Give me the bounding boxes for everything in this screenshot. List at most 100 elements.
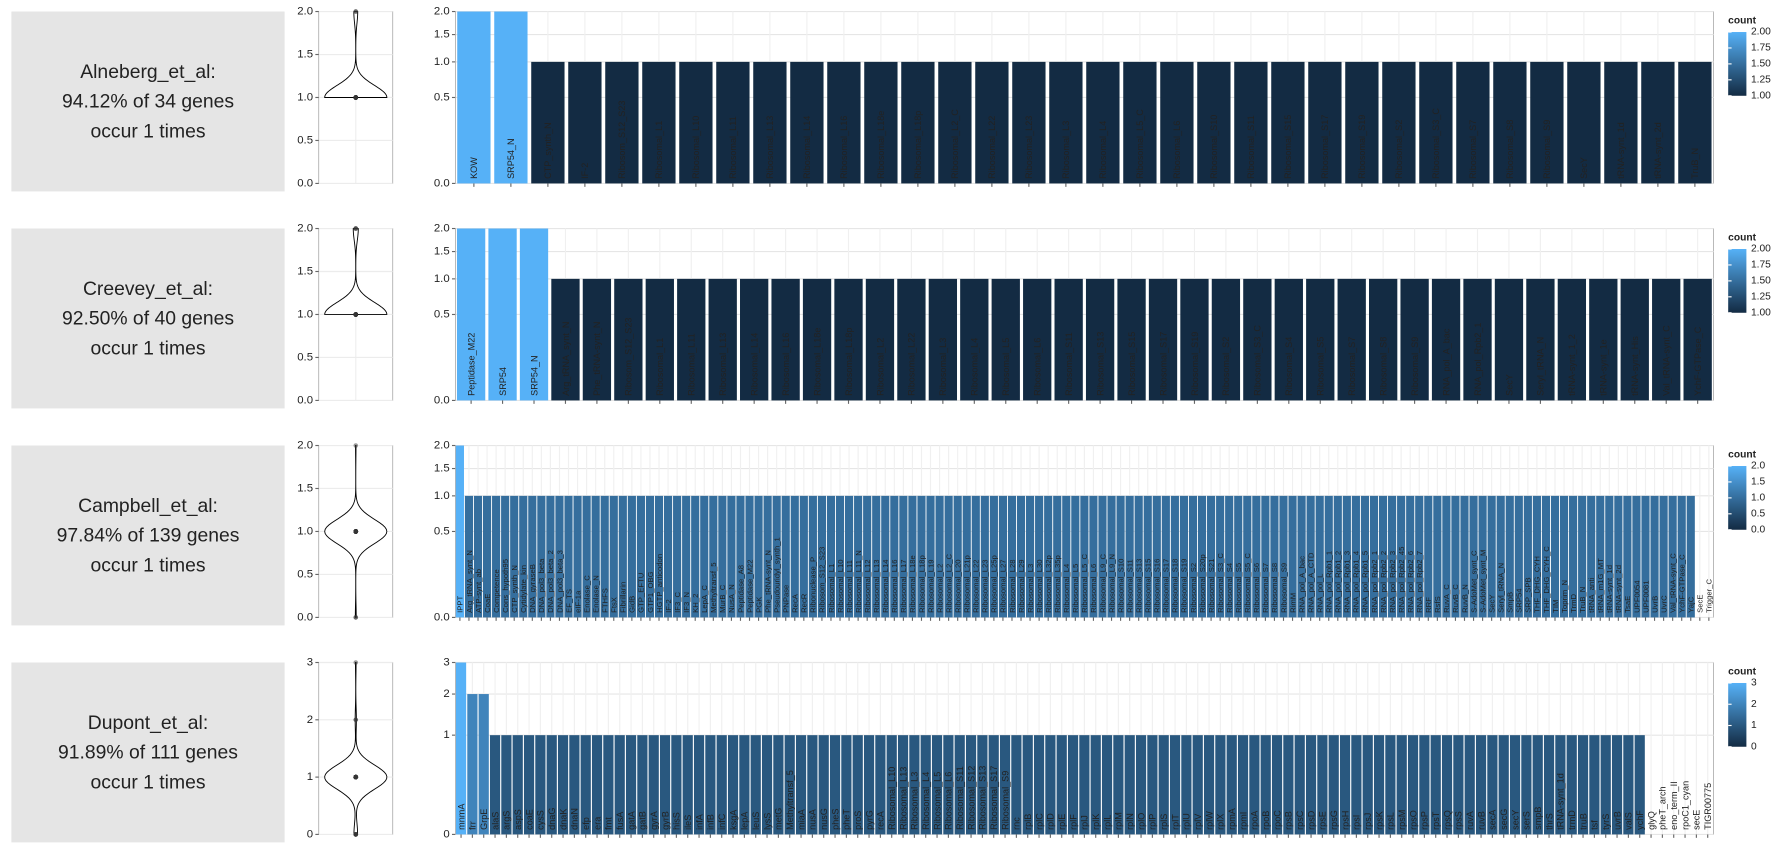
bar-label: Ribosomal_L23 <box>1024 116 1034 179</box>
bar-label: rpoA <box>1250 810 1260 830</box>
bar-label: tRNA-synt_His <box>1630 336 1640 396</box>
bar <box>1192 735 1203 835</box>
y-tick-label: 0.0 <box>434 177 450 189</box>
bar-label: SecY <box>1504 374 1514 396</box>
y-tick-label: 1 <box>307 771 313 783</box>
bar <box>773 735 784 835</box>
bar-label: Ribosomal_L13 <box>718 333 728 396</box>
bar-label: IF3_N <box>682 592 691 613</box>
bar <box>603 735 614 835</box>
bar <box>1351 735 1362 835</box>
panel-label: Alneberg_et_al: <box>80 61 216 83</box>
bar-label: TsaE <box>1623 596 1632 613</box>
bar <box>659 735 671 835</box>
bar-label: Ribosomal_L3 <box>910 772 920 830</box>
bar-label: Ribosomal_L22 <box>907 333 917 396</box>
bar <box>1125 495 1134 618</box>
bar-label: Ribosomal_L18p <box>917 555 926 613</box>
bar <box>1451 495 1460 618</box>
bar <box>890 495 899 618</box>
bar-label: Ribosomal_L16 <box>839 116 849 179</box>
bar <box>1211 278 1241 401</box>
bar <box>673 495 682 618</box>
bar <box>1117 278 1146 401</box>
bar-label: Ribosomal_L27 <box>999 559 1008 612</box>
bar-label: Ribosomal_S12 <box>966 766 976 830</box>
bar <box>1147 735 1158 835</box>
bar-label: lysS <box>762 813 772 830</box>
bar <box>1433 495 1442 618</box>
bar-label: ychF <box>1635 810 1645 830</box>
bar <box>1270 495 1279 618</box>
bar <box>1532 495 1541 618</box>
bar <box>582 278 612 401</box>
bar-label: Ribosomal_L2_C <box>944 553 953 612</box>
bar-label: NusA_N <box>727 584 736 613</box>
bar <box>1116 495 1125 618</box>
bar-label: proS <box>853 811 863 830</box>
bar <box>1079 735 1090 835</box>
bar-label: CTP_synth_N <box>510 565 519 613</box>
bar <box>1225 495 1234 618</box>
bar-label: Phe_tRNA-synt_N <box>763 550 772 613</box>
bar-label: KH_2 <box>691 594 700 613</box>
bar-label: rpoC <box>1272 810 1282 830</box>
bar <box>573 495 582 618</box>
bar <box>1587 495 1596 618</box>
bar <box>772 495 781 618</box>
bar-label: Ribosomal_S16 <box>1153 559 1162 613</box>
bar-label: Ribonuclease_P <box>809 557 818 613</box>
bar-label: rpsO <box>1408 810 1418 830</box>
bar-label: rpsT <box>1431 811 1441 830</box>
bar-label: Cytidylate_kin <box>519 565 528 613</box>
bar <box>1415 495 1424 618</box>
bar-label: KOW <box>469 157 479 179</box>
bar-label: IF3_C <box>673 591 682 612</box>
bar <box>1559 495 1569 618</box>
bar-label: Ribosomal_S10 <box>1116 559 1125 613</box>
panel-label: occur 1 times <box>90 771 205 793</box>
bar-label: Ribosomal_L18e <box>908 555 917 613</box>
bar <box>1288 495 1297 618</box>
bar-label: RNA_pol_Rpb2_45 <box>1397 547 1406 613</box>
bar-label: pheT_arch <box>1658 786 1668 829</box>
bar <box>1033 735 1045 835</box>
bar <box>790 495 799 618</box>
y-tick-label: 1.5 <box>297 482 313 494</box>
bar <box>1143 495 1152 618</box>
bar-label: YajC <box>1687 596 1696 613</box>
bar-label: TruB_N <box>1690 148 1700 179</box>
bar <box>564 495 573 618</box>
bar-label: EF_TS <box>564 589 573 613</box>
bar-label: Ribosomal_S17 <box>1162 559 1171 613</box>
bar <box>1305 735 1317 835</box>
panel-label: 94.12% of 34 genes <box>62 91 234 113</box>
y-tick-label: 1.5 <box>297 49 313 61</box>
bar-label: Ribosomal_L13 <box>898 767 908 830</box>
bar <box>1493 61 1527 184</box>
bar <box>1086 61 1120 184</box>
bar-label: GidB <box>628 596 637 613</box>
bar <box>975 61 1009 184</box>
legend-tick-label: 0.5 <box>1751 509 1766 520</box>
bar-label: secY <box>1510 810 1520 830</box>
bar-label: RNA_pol_Rpb2_6 <box>1406 551 1415 613</box>
bar-label: RNA_pol_Rpb1_4 <box>1352 550 1361 613</box>
bar <box>1388 495 1397 618</box>
bar-label: Ribosomal_L11 <box>687 333 697 396</box>
bar-label: Ribosomal_L21p <box>963 555 972 613</box>
bar-label: tRNA-synt_1d <box>1605 565 1614 613</box>
y-tick-label: 0.5 <box>434 91 450 103</box>
bar <box>1469 495 1478 618</box>
bar <box>1652 278 1681 401</box>
bar-label: FtsX <box>610 597 619 613</box>
y-tick-label: 1.0 <box>297 91 313 103</box>
bar-label: Ribosomal_L16 <box>781 333 791 396</box>
bar <box>1569 495 1578 618</box>
bar-label: nusA <box>808 808 818 830</box>
bar <box>1567 61 1601 184</box>
bar-label: Ribosomal_L9_C <box>1098 553 1107 612</box>
bar <box>1023 278 1052 401</box>
bar <box>1611 735 1623 835</box>
bar-label: SecY <box>1579 157 1589 179</box>
